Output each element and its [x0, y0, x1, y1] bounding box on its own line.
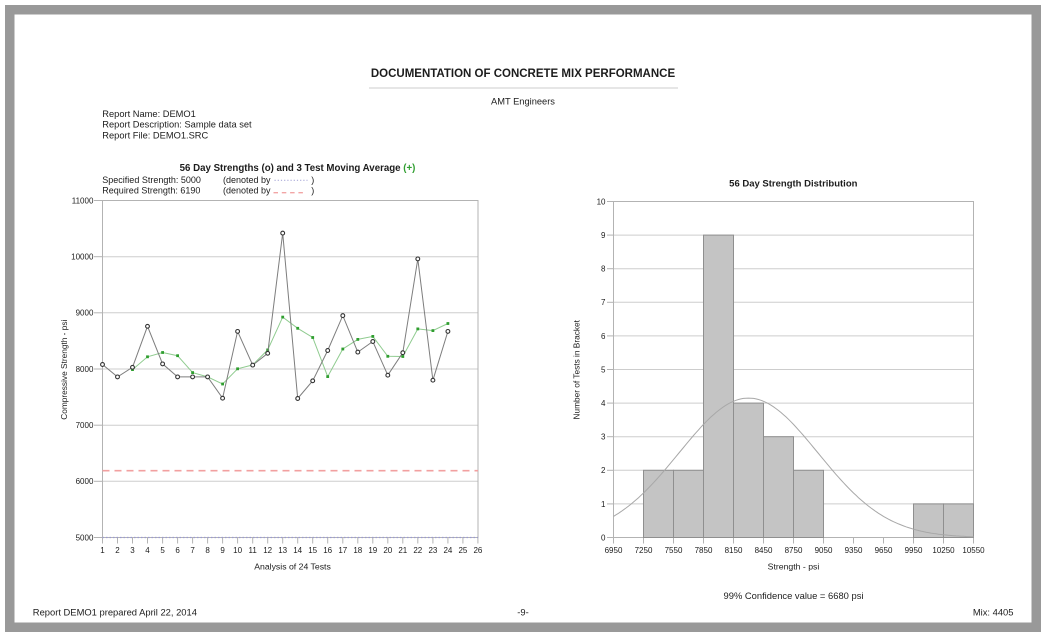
svg-text:): )	[311, 175, 314, 185]
svg-text:6: 6	[175, 546, 180, 555]
svg-text:Required Strength: 6190: Required Strength: 6190	[102, 186, 200, 196]
svg-text:7000: 7000	[76, 421, 94, 430]
svg-text:Mix: 4405: Mix: 4405	[973, 607, 1014, 618]
svg-text:Number of Tests in Bracket: Number of Tests in Bracket	[571, 319, 581, 419]
svg-text:9: 9	[601, 231, 606, 240]
svg-text:11000: 11000	[72, 196, 94, 205]
svg-text:8: 8	[601, 265, 606, 274]
svg-text:5000: 5000	[76, 533, 94, 542]
svg-text:2: 2	[601, 466, 606, 475]
svg-text:17: 17	[338, 546, 347, 555]
svg-text:56 Day Strengths (o) and 3 Tes: 56 Day Strengths (o) and 3 Test Moving A…	[180, 163, 416, 174]
svg-text:Analysis of 24 Tests: Analysis of 24 Tests	[254, 562, 331, 572]
svg-text:8: 8	[205, 546, 210, 555]
svg-text:Report DEMO1 prepared April 22: Report DEMO1 prepared April 22, 2014	[33, 607, 197, 618]
svg-text:3: 3	[601, 433, 606, 442]
svg-text:Compressive Strength - psi: Compressive Strength - psi	[59, 320, 69, 420]
svg-text:8450: 8450	[755, 546, 773, 555]
svg-text:8750: 8750	[785, 546, 803, 555]
svg-text:-9-: -9-	[517, 607, 528, 618]
svg-text:18: 18	[353, 546, 362, 555]
svg-text:1: 1	[601, 500, 606, 509]
svg-text:14: 14	[293, 546, 302, 555]
svg-text:9650: 9650	[875, 546, 893, 555]
svg-text:12: 12	[263, 546, 272, 555]
svg-text:2: 2	[115, 546, 120, 555]
svg-text:56 Day Strength Distribution: 56 Day Strength Distribution	[729, 179, 857, 190]
svg-text:5: 5	[601, 365, 606, 374]
svg-text:9050: 9050	[815, 546, 833, 555]
svg-text:Report File: DEMO1.SRC: Report File: DEMO1.SRC	[102, 130, 208, 140]
svg-text:99% Confidence value = 6680 ps: 99% Confidence value = 6680 psi	[724, 590, 864, 601]
svg-text:26: 26	[473, 546, 482, 555]
svg-text:AMT Engineers: AMT Engineers	[491, 96, 555, 106]
svg-text:1: 1	[100, 546, 105, 555]
svg-text:): )	[311, 186, 314, 196]
svg-text:24: 24	[443, 546, 452, 555]
svg-text:7550: 7550	[665, 546, 683, 555]
svg-text:10550: 10550	[962, 546, 985, 555]
svg-text:7250: 7250	[635, 546, 653, 555]
svg-text:Strength - psi: Strength - psi	[768, 562, 820, 572]
svg-text:8000: 8000	[76, 365, 94, 374]
svg-text:9950: 9950	[905, 546, 923, 555]
svg-text:20: 20	[383, 546, 392, 555]
svg-text:(denoted by: (denoted by	[223, 186, 271, 196]
svg-text:4: 4	[145, 546, 150, 555]
svg-text:7: 7	[601, 298, 606, 307]
svg-text:DOCUMENTATION OF CONCRETE MIX: DOCUMENTATION OF CONCRETE MIX PERFORMANC…	[371, 68, 676, 80]
svg-text:6950: 6950	[605, 546, 623, 555]
svg-text:10: 10	[597, 197, 606, 206]
svg-text:8150: 8150	[725, 546, 743, 555]
svg-text:Specified Strength: 5000: Specified Strength: 5000	[102, 175, 201, 185]
svg-text:25: 25	[458, 546, 467, 555]
svg-text:15: 15	[308, 546, 317, 555]
svg-text:6000: 6000	[76, 477, 94, 486]
svg-text:11: 11	[249, 546, 258, 555]
svg-text:9350: 9350	[845, 546, 863, 555]
svg-text:10000: 10000	[71, 253, 94, 262]
svg-text:7: 7	[190, 546, 195, 555]
svg-text:23: 23	[428, 546, 437, 555]
svg-text:4: 4	[601, 399, 606, 408]
svg-text:9: 9	[220, 546, 225, 555]
svg-text:16: 16	[323, 546, 332, 555]
svg-text:21: 21	[398, 546, 407, 555]
svg-text:19: 19	[368, 546, 377, 555]
svg-text:3: 3	[130, 546, 135, 555]
svg-text:22: 22	[413, 546, 422, 555]
svg-text:10: 10	[233, 546, 242, 555]
svg-text:7850: 7850	[695, 546, 713, 555]
svg-text:9000: 9000	[76, 309, 94, 318]
svg-text:Report Name: DEMO1: Report Name: DEMO1	[102, 109, 196, 119]
svg-text:13: 13	[278, 546, 287, 555]
svg-text:0: 0	[601, 533, 606, 542]
svg-text:5: 5	[160, 546, 165, 555]
svg-text:Report Description: Sample dat: Report Description: Sample data set	[102, 120, 252, 130]
svg-text:10250: 10250	[932, 546, 955, 555]
svg-text:6: 6	[601, 332, 606, 341]
svg-text:(denoted by: (denoted by	[223, 175, 271, 185]
